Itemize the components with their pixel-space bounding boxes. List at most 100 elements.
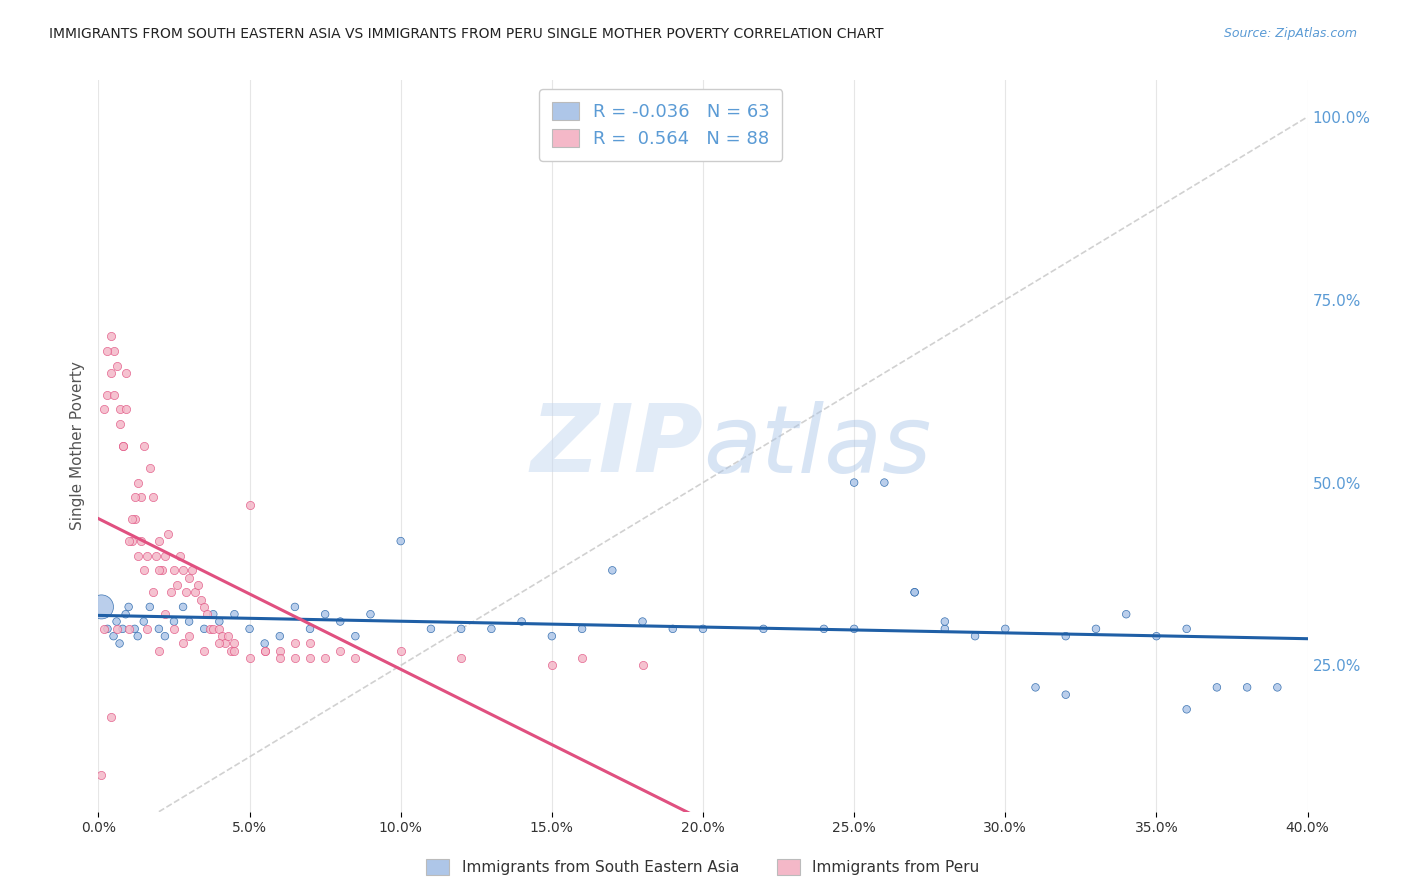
Point: [181, 563, 204, 577]
Point: [142, 585, 165, 599]
Point: [153, 629, 176, 643]
Point: [269, 651, 291, 665]
Point: [93, 622, 115, 636]
Point: [631, 615, 654, 629]
Point: [108, 402, 131, 417]
Text: Source: ZipAtlas.com: Source: ZipAtlas.com: [1223, 27, 1357, 40]
Point: [148, 563, 170, 577]
Point: [174, 585, 197, 599]
Point: [481, 622, 503, 636]
Point: [540, 658, 562, 673]
Point: [114, 402, 136, 417]
Point: [631, 658, 654, 673]
Point: [153, 549, 176, 563]
Point: [108, 636, 131, 650]
Point: [314, 651, 336, 665]
Text: IMMIGRANTS FROM SOUTH EASTERN ASIA VS IMMIGRANTS FROM PERU SINGLE MOTHER POVERTY: IMMIGRANTS FROM SOUTH EASTERN ASIA VS IM…: [49, 27, 884, 41]
Point: [90, 768, 112, 782]
Point: [193, 599, 215, 614]
Point: [193, 622, 215, 636]
Point: [132, 615, 155, 629]
Point: [344, 651, 367, 665]
Point: [184, 585, 207, 599]
Point: [214, 636, 236, 650]
Point: [179, 629, 201, 643]
Point: [692, 622, 714, 636]
Point: [163, 563, 186, 577]
Point: [93, 402, 115, 417]
Point: [124, 622, 146, 636]
Legend: R = -0.036   N = 63, R =  0.564   N = 88: R = -0.036 N = 63, R = 0.564 N = 88: [538, 89, 783, 161]
Point: [100, 709, 122, 723]
Point: [239, 498, 262, 512]
Point: [217, 629, 239, 643]
Point: [571, 622, 593, 636]
Point: [127, 475, 149, 490]
Point: [571, 651, 593, 665]
Y-axis label: Single Mother Poverty: Single Mother Poverty: [69, 361, 84, 531]
Point: [139, 461, 162, 475]
Point: [103, 629, 125, 643]
Point: [752, 622, 775, 636]
Point: [129, 490, 152, 504]
Point: [127, 629, 149, 643]
Point: [344, 629, 367, 643]
Point: [360, 607, 382, 622]
Point: [163, 615, 186, 629]
Point: [904, 585, 927, 599]
Point: [965, 629, 987, 643]
Point: [224, 636, 246, 650]
Point: [904, 585, 927, 599]
Point: [132, 563, 155, 577]
Point: [1144, 629, 1167, 643]
Point: [118, 599, 141, 614]
Text: atlas: atlas: [703, 401, 931, 491]
Point: [450, 622, 472, 636]
Point: [602, 563, 624, 577]
Point: [284, 651, 307, 665]
Point: [208, 615, 231, 629]
Point: [135, 622, 157, 636]
Point: [202, 622, 225, 636]
Point: [873, 475, 896, 490]
Point: [284, 636, 307, 650]
Point: [127, 549, 149, 563]
Point: [224, 607, 246, 622]
Point: [314, 607, 336, 622]
Point: [200, 622, 222, 636]
Point: [111, 439, 134, 453]
Point: [1267, 681, 1289, 695]
Point: [1054, 629, 1077, 643]
Point: [420, 622, 443, 636]
Point: [329, 615, 352, 629]
Point: [114, 366, 136, 380]
Point: [118, 534, 141, 549]
Point: [121, 534, 143, 549]
Point: [193, 644, 215, 658]
Point: [844, 622, 866, 636]
Point: [540, 629, 562, 643]
Point: [224, 644, 246, 658]
Point: [124, 512, 146, 526]
Point: [163, 622, 186, 636]
Point: [103, 388, 125, 402]
Point: [389, 644, 412, 658]
Point: [1236, 681, 1258, 695]
Point: [195, 607, 218, 622]
Point: [111, 622, 134, 636]
Point: [90, 599, 112, 614]
Point: [994, 622, 1017, 636]
Point: [105, 622, 128, 636]
Point: [179, 615, 201, 629]
Point: [114, 607, 136, 622]
Point: [253, 644, 276, 658]
Point: [142, 490, 165, 504]
Point: [100, 366, 122, 380]
Point: [329, 644, 352, 658]
Point: [1175, 702, 1198, 716]
Point: [221, 644, 243, 658]
Legend: Immigrants from South Eastern Asia, Immigrants from Peru: Immigrants from South Eastern Asia, Immi…: [420, 854, 986, 881]
Point: [284, 599, 307, 614]
Point: [100, 329, 122, 343]
Point: [450, 651, 472, 665]
